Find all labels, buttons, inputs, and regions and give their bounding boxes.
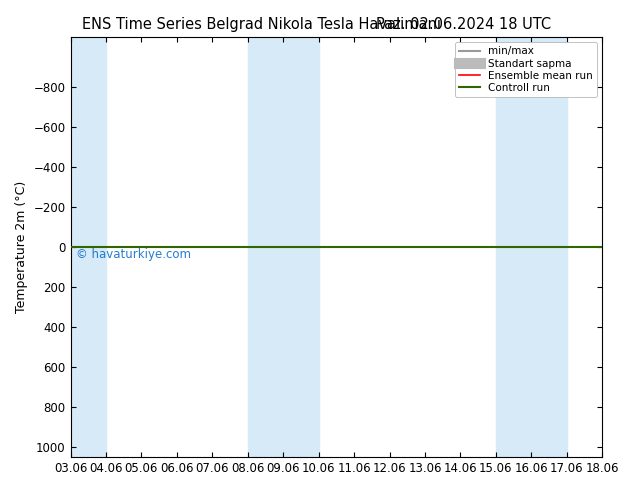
Text: ENS Time Series Belgrad Nikola Tesla Havalimanı: ENS Time Series Belgrad Nikola Tesla Hav… (82, 17, 441, 32)
Bar (248, 37, 319, 457)
Bar (70, 37, 106, 457)
Bar (496, 37, 567, 457)
Y-axis label: Temperature 2m (°C): Temperature 2m (°C) (15, 181, 28, 313)
Legend: min/max, Standart sapma, Ensemble mean run, Controll run: min/max, Standart sapma, Ensemble mean r… (455, 42, 597, 97)
Text: © havaturkiye.com: © havaturkiye.com (76, 248, 191, 261)
Text: Paz. 02.06.2024 18 UTC: Paz. 02.06.2024 18 UTC (377, 17, 552, 32)
